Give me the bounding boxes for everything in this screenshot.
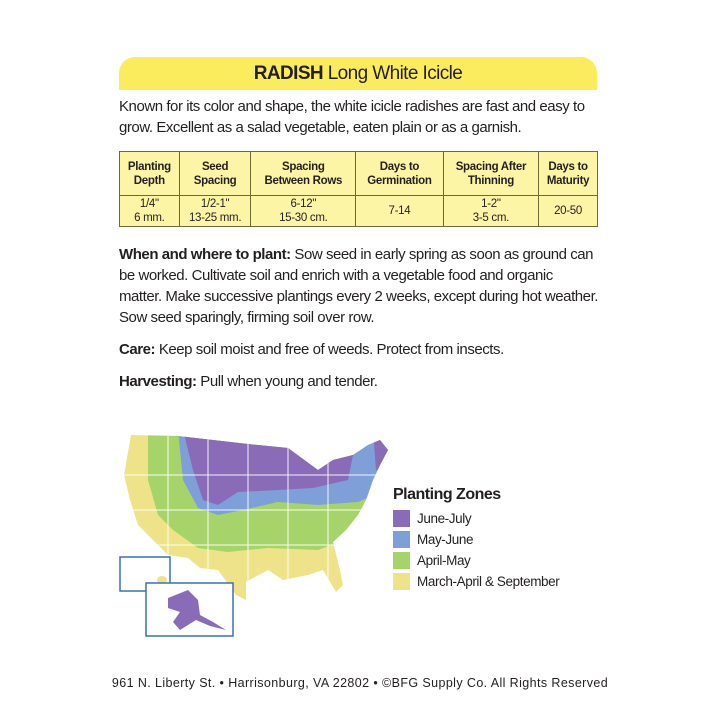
legend-swatch — [393, 573, 410, 590]
column-header: Days to Maturity — [538, 151, 598, 196]
table-cell: 6-12" 15-30 cm. — [250, 195, 357, 227]
legend-title: Planting Zones — [393, 486, 501, 503]
intro-text: Known for its color and shape, the white… — [119, 98, 585, 136]
section-label: When and where to plant: — [119, 246, 291, 263]
table-cell: 1-2" 3-5 cm. — [442, 195, 540, 227]
legend-swatch — [393, 552, 410, 569]
title-crop: RADISH — [253, 63, 324, 84]
legend-label: April-May — [417, 553, 471, 568]
table-cell: 7-14 — [355, 195, 444, 227]
title-variety: Long White Icicle — [327, 63, 463, 84]
title-banner: RADISH Long White Icicle — [119, 57, 597, 90]
legend-item: April-May — [393, 550, 559, 571]
section-text: Sow seed in early spring as soon as grou… — [119, 246, 599, 326]
column-header: Seed Spacing — [178, 151, 252, 196]
column-header: Spacing After Thinning — [442, 151, 540, 196]
table-cell: 20-50 — [538, 195, 598, 227]
column-header: Planting Depth — [119, 151, 180, 196]
harvesting-section: Harvesting: Pull when young and tender. — [119, 371, 599, 392]
map-legend: Planting Zones June-July May-June April-Ma… — [393, 486, 560, 592]
legend-item: March-April & September — [393, 571, 560, 592]
legend-label: June-July — [417, 511, 472, 526]
table-row: 1/4" 6 mm. 1/2-1" 13-25 mm. 6-12" 15-30 cm. 7-… — [119, 195, 598, 227]
section-label: Care: — [119, 341, 156, 358]
planting-zone-map — [119, 435, 388, 637]
table-cell: 1/4" 6 mm. — [119, 195, 180, 227]
footer: 961 N. Liberty St. • Harrisonburg, VA 22… — [111, 676, 609, 690]
legend-swatch — [393, 510, 410, 527]
planting-table: Planting Depth Seed Spacing Spacing Between R… — [119, 151, 598, 227]
legend-item: May-June — [393, 529, 559, 550]
section-text: Pull when young and tender. — [196, 373, 378, 390]
table-header-row: Planting Depth Seed Spacing Spacing Between R… — [119, 151, 598, 196]
column-header: Spacing Between Rows — [250, 151, 357, 196]
section-text: Keep soil moist and free of weeds. Prote… — [155, 341, 504, 358]
table-cell: 1/2-1" 13-25 mm. — [178, 195, 252, 227]
care-section: Care: Keep soil moist and free of weeds.… — [119, 339, 599, 360]
section-label: Harvesting: — [119, 373, 197, 390]
column-header: Days to Germination — [355, 151, 444, 196]
legend-label: March-April & September — [417, 574, 560, 589]
legend-item: June-July — [393, 508, 559, 529]
when-where-section: When and where to plant: Sow seed in ear… — [119, 244, 599, 328]
legend-label: May-June — [417, 532, 474, 547]
legend-swatch — [393, 531, 410, 548]
alaska-shape — [168, 590, 226, 630]
